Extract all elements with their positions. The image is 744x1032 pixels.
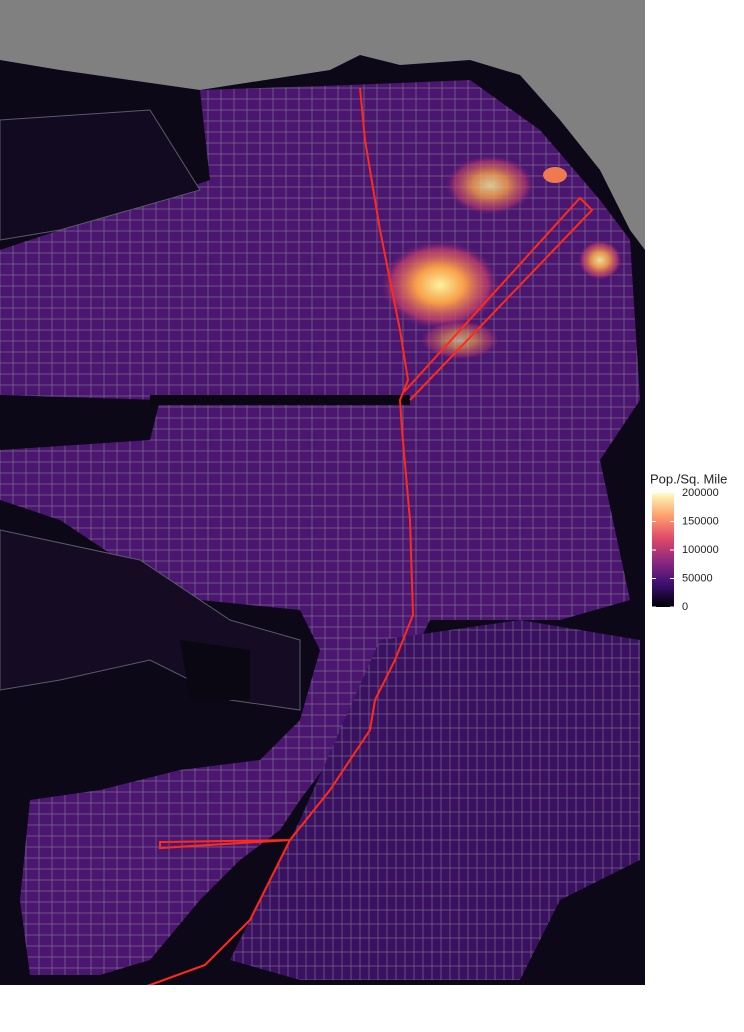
reservoir [180,640,250,700]
hotspot [445,155,535,215]
route-line [403,196,594,401]
legend-title: Pop./Sq. Mile [650,471,727,486]
margin [0,985,645,1032]
colorbar-tick-label: 150000 [682,515,719,527]
street [150,395,410,405]
hotspot [578,240,622,280]
park [0,109,201,241]
hotspot [543,167,567,183]
colorbar-tick-label: 200000 [682,487,719,499]
colorbar-tick-label: 50000 [682,572,713,584]
hotspot [380,240,500,330]
residential-blocks-south [230,620,640,980]
colorbar [652,493,674,607]
legend: Pop./Sq. Mile 0 50000 100000 150000 200000 [650,471,727,612]
colorbar-tick-label: 0 [682,601,688,613]
hotspot [420,320,500,360]
colorbar-tick-label: 100000 [682,544,719,556]
map [0,0,645,1032]
